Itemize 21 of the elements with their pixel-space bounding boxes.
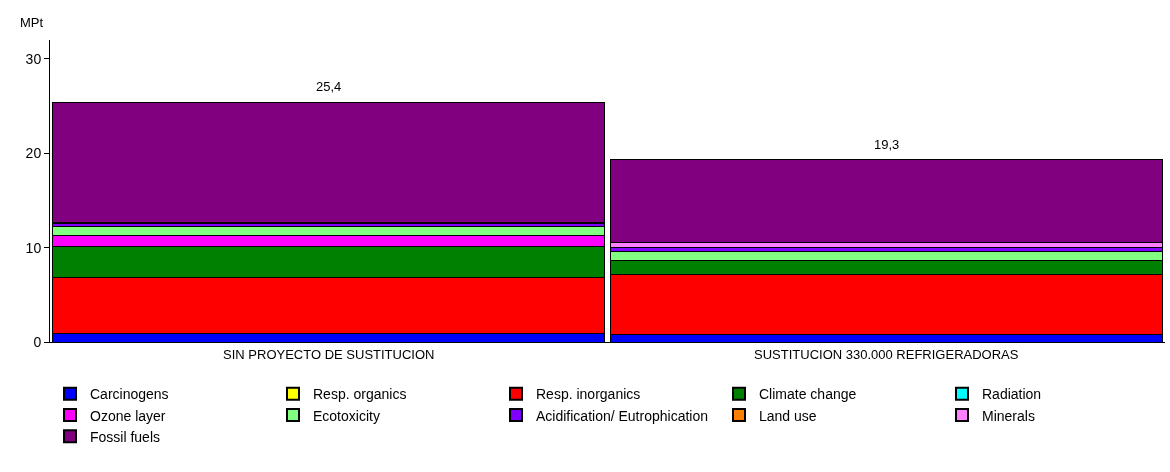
legend-label: Carcinogens xyxy=(90,386,169,403)
legend-label: Fossil fuels xyxy=(90,428,161,445)
total-label: 19,3 xyxy=(874,137,900,152)
total-label: 25,4 xyxy=(316,79,342,94)
y-tick-label: 0 xyxy=(33,333,42,350)
legend-label: Minerals xyxy=(982,407,1035,424)
x-tick-label: SUSTITUCION 330.000 REFRIGERADORAS xyxy=(754,346,1019,362)
y-tick-label: 20 xyxy=(25,145,42,162)
legend-label: Ecotoxicity xyxy=(313,407,380,424)
legend-label: Resp. inorganics xyxy=(536,386,641,403)
y-axis-title: MPt xyxy=(20,15,44,30)
legend-label: Climate change xyxy=(759,386,857,403)
y-tick-label: 30 xyxy=(25,50,42,67)
legend-label: Resp. organics xyxy=(313,386,407,403)
bar xyxy=(609,159,1163,244)
legend-label: Ozone layer xyxy=(90,407,166,424)
legend-label: Land use xyxy=(759,407,817,424)
x-tick-label: SIN PROYECTO DE SUSTITUCION xyxy=(223,346,435,362)
legend-label: Radiation xyxy=(982,386,1042,403)
y-tick-label: 10 xyxy=(25,239,42,256)
legend-label: Acidification/ Eutrophication xyxy=(536,407,708,424)
